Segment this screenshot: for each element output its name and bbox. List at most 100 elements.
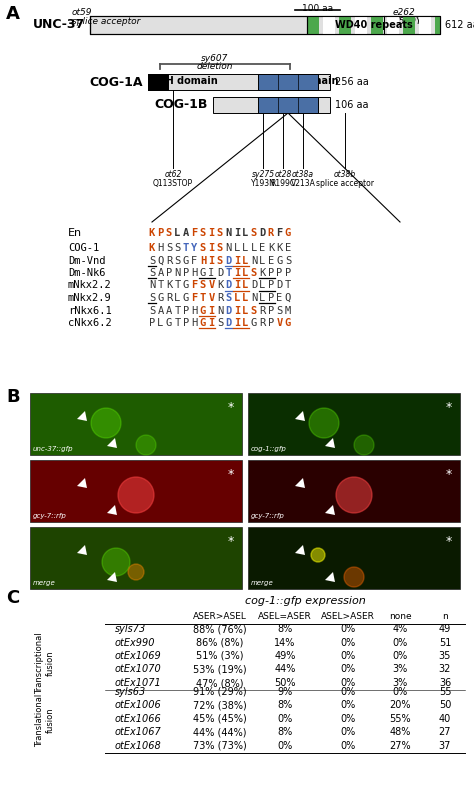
Text: 40: 40 (439, 714, 451, 724)
Text: *: * (228, 535, 234, 548)
Text: none: none (389, 612, 411, 621)
Text: A: A (6, 5, 20, 23)
Text: 49%: 49% (274, 651, 296, 661)
Text: P: P (268, 268, 274, 278)
Text: 53% (19%): 53% (19%) (193, 665, 247, 674)
Text: L: L (234, 293, 240, 303)
Text: K: K (166, 280, 172, 291)
Text: L: L (242, 306, 249, 315)
Text: L: L (259, 280, 265, 291)
Text: V: V (209, 280, 215, 291)
Bar (148, 74, 168, 90)
Text: 72% (38%): 72% (38%) (193, 700, 247, 711)
Text: N: N (225, 228, 232, 238)
Text: COG-1: COG-1 (68, 243, 99, 253)
Text: WD40 repeats: WD40 repeats (335, 20, 412, 30)
Text: 44% (44%): 44% (44%) (193, 727, 247, 738)
Text: Dm-Nk6: Dm-Nk6 (68, 268, 106, 278)
Text: I: I (234, 228, 240, 238)
Polygon shape (107, 505, 117, 515)
Text: G: G (285, 228, 291, 238)
Text: L: L (242, 268, 249, 278)
Text: sy275: sy275 (251, 170, 274, 179)
Text: Y: Y (191, 243, 198, 253)
Text: rNkx6.1: rNkx6.1 (68, 306, 112, 315)
Text: gcy-7::rfp: gcy-7::rfp (251, 513, 285, 519)
Text: T: T (174, 318, 181, 328)
Text: 256 aa: 256 aa (335, 77, 369, 87)
Text: 36: 36 (439, 678, 451, 688)
Text: ot38b: ot38b (334, 170, 356, 179)
Text: I: I (209, 268, 215, 278)
Text: Translational
fusion: Translational fusion (35, 694, 55, 747)
Text: V: V (276, 318, 283, 328)
Text: G: G (200, 318, 206, 328)
Text: I: I (234, 318, 240, 328)
Text: T: T (174, 306, 181, 315)
Text: L: L (242, 280, 249, 291)
Text: E: E (259, 243, 265, 253)
Bar (30, 460, 242, 522)
Text: S: S (200, 228, 206, 238)
Text: R: R (217, 293, 223, 303)
Text: R: R (259, 306, 265, 315)
Circle shape (128, 564, 144, 580)
Text: merge: merge (251, 580, 274, 586)
Text: H: H (157, 243, 164, 253)
Text: B: B (6, 388, 19, 406)
Text: S: S (149, 268, 155, 278)
Polygon shape (325, 438, 335, 448)
Text: 0%: 0% (340, 714, 356, 724)
Text: N: N (174, 268, 181, 278)
Text: L: L (242, 293, 249, 303)
Text: 37: 37 (439, 741, 451, 751)
Text: S: S (174, 243, 181, 253)
Bar (30, 527, 242, 589)
Text: Dm-Vnd: Dm-Vnd (68, 256, 106, 265)
Text: L: L (242, 228, 249, 238)
Text: A: A (183, 228, 189, 238)
Text: G: G (183, 280, 189, 291)
Text: A: A (166, 306, 172, 315)
Circle shape (344, 567, 364, 587)
Text: 91% (29%): 91% (29%) (193, 687, 247, 697)
Text: I: I (234, 280, 240, 291)
Polygon shape (77, 411, 87, 421)
Text: S: S (166, 243, 172, 253)
Text: P: P (183, 268, 189, 278)
Text: otEx1069: otEx1069 (115, 651, 162, 661)
Text: Q: Q (157, 256, 164, 265)
Text: R: R (166, 256, 172, 265)
Text: M: M (285, 306, 291, 315)
Text: I: I (209, 306, 215, 315)
Text: 3%: 3% (392, 665, 408, 674)
Text: merge: merge (33, 580, 56, 586)
Text: 106 aa: 106 aa (335, 100, 368, 110)
Text: R: R (166, 293, 172, 303)
Text: D: D (259, 228, 265, 238)
Text: R: R (259, 318, 265, 328)
Text: G: G (285, 318, 291, 328)
Polygon shape (77, 478, 87, 488)
Bar (248, 460, 460, 522)
Text: S: S (251, 306, 257, 315)
Text: H: H (191, 268, 198, 278)
Text: 0%: 0% (340, 700, 356, 711)
Text: *: * (446, 401, 452, 414)
Text: S: S (200, 280, 206, 291)
Bar (90, 16, 440, 34)
Text: S: S (217, 228, 223, 238)
Text: N: N (251, 256, 257, 265)
Text: 55: 55 (439, 687, 451, 697)
Text: K: K (276, 243, 283, 253)
Text: *: * (446, 468, 452, 481)
Text: P: P (183, 306, 189, 315)
Text: cNkx6.2: cNkx6.2 (68, 318, 112, 328)
Bar (307, 16, 440, 34)
Bar (258, 74, 318, 90)
Text: K: K (149, 228, 155, 238)
Text: G: G (251, 318, 257, 328)
Text: 14%: 14% (274, 638, 296, 647)
Text: H: H (200, 256, 206, 265)
Text: I: I (209, 243, 215, 253)
